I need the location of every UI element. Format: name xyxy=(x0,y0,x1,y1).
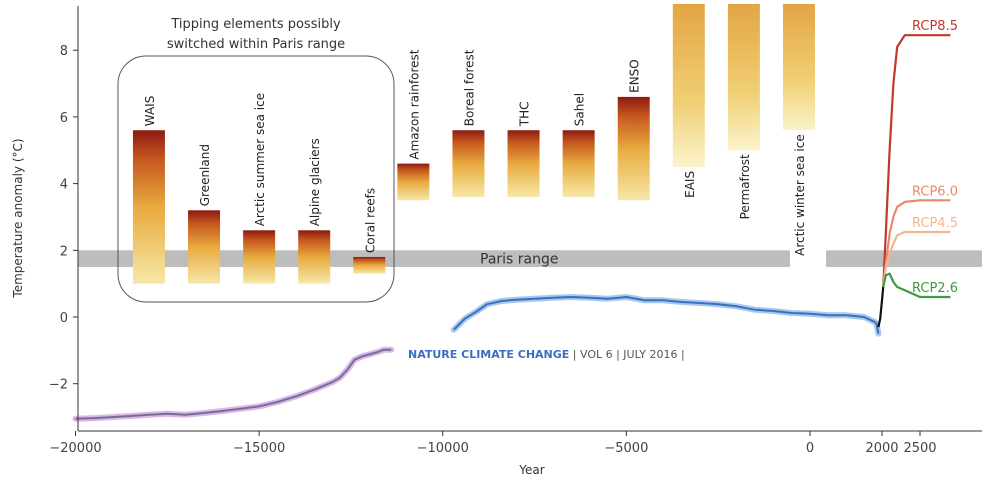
tipping-bar xyxy=(298,230,331,284)
series-halo xyxy=(450,294,882,337)
tipping-box-title: Tipping elements possibly xyxy=(170,17,341,32)
x-tick-label: 0 xyxy=(806,441,814,456)
y-ticks: −2 0 2 4 6 8 xyxy=(49,44,78,393)
rcp-label: RCP6.0 xyxy=(912,184,958,199)
paris-range-label: Paris range xyxy=(480,252,559,268)
y-tick-label: 8 xyxy=(60,44,68,59)
x-tick-label: −5000 xyxy=(604,441,648,456)
x-tick-label: −10000 xyxy=(417,441,469,456)
tipping-element-label: Alpine glaciers xyxy=(308,138,322,226)
source-details: | VOL 6 | JULY 2016 | xyxy=(569,348,684,361)
tipping-element-label: WAIS xyxy=(143,96,157,127)
tipping-bar xyxy=(353,256,386,274)
tipping-element-label: Arctic summer sea ice xyxy=(253,93,267,226)
series-line xyxy=(75,348,392,420)
tipping-bar xyxy=(672,4,705,167)
tipping-element-label: ENSO xyxy=(628,59,642,93)
temperature-series xyxy=(72,34,951,422)
y-tick-label: 2 xyxy=(60,244,68,259)
y-tick-label: 4 xyxy=(60,178,68,193)
tipping-element-label: Coral reefs xyxy=(363,188,377,253)
series-line-rcp8-5 xyxy=(882,34,951,288)
y-tick-label: 6 xyxy=(60,111,68,126)
x-tick-label: −15000 xyxy=(233,441,285,456)
rcp-label: RCP8.5 xyxy=(912,19,958,34)
tipping-bar xyxy=(243,230,276,284)
rcp-labels: RCP8.5 RCP6.0 RCP4.5 RCP2.6 xyxy=(912,19,958,296)
tipping-bar xyxy=(188,210,221,284)
tipping-element-label: EAIS xyxy=(683,171,697,198)
y-tick-label: 0 xyxy=(60,311,68,326)
source-citation-text: NATURE CLIMATE CHANGE | VOL 6 | JULY 201… xyxy=(408,348,685,361)
axes: −20000 −15000 −10000 −5000 0 2000 2500 −2 0 2 4 6 8… xyxy=(11,6,982,477)
y-axis-label: Temperature anomaly (°C) xyxy=(11,138,25,298)
tipping-bar xyxy=(782,4,815,131)
tipping-element-label: Boreal forest xyxy=(462,49,476,126)
paris-range-band xyxy=(826,250,982,267)
y-tick-label: −2 xyxy=(49,378,68,393)
tipping-element-label: THC xyxy=(518,102,532,128)
tipping-element-label: Permafrost xyxy=(738,154,752,219)
tipping-box-title: switched within Paris range xyxy=(167,37,345,52)
tipping-bar xyxy=(507,130,540,197)
source-citation: NATURE CLIMATE CHANGE | VOL 6 | JULY 201… xyxy=(408,348,685,361)
tipping-bar xyxy=(617,96,650,201)
x-axis-label: Year xyxy=(518,463,544,477)
tipping-bar xyxy=(132,130,165,284)
series-line xyxy=(453,296,880,334)
x-tick-label: 2000 xyxy=(865,441,898,456)
tipping-element-label: Arctic winter sea ice xyxy=(793,134,807,256)
series-line-rcp6-0 xyxy=(882,199,951,288)
rcp-label: RCP4.5 xyxy=(912,216,958,231)
tipping-bar xyxy=(562,130,595,197)
rcp-label: RCP2.6 xyxy=(912,281,958,296)
series-line-rcp4-5 xyxy=(882,230,951,288)
tipping-element-label: Greenland xyxy=(198,144,212,206)
tipping-bar xyxy=(452,130,485,197)
tipping-bar xyxy=(727,4,760,151)
tipping-element-label: Amazon rainforest xyxy=(407,49,421,159)
tipping-box-outline xyxy=(117,55,395,303)
x-tick-label: −20000 xyxy=(49,441,101,456)
tipping-elements: WAIS Greenland Arctic summer sea ice Alpine… xyxy=(132,4,815,284)
paris-tipping-box: Tipping elements possibly switched withi… xyxy=(117,17,395,303)
series-line xyxy=(877,286,885,328)
tipping-bar xyxy=(397,163,430,201)
tipping-element-label: Sahel xyxy=(573,93,587,126)
series-line-rcp2-6 xyxy=(882,272,951,299)
x-ticks: −20000 −15000 −10000 −5000 0 2000 2500 xyxy=(49,431,937,456)
source-journal: NATURE CLIMATE CHANGE xyxy=(408,348,569,361)
series-halo xyxy=(72,346,395,422)
x-tick-label: 2500 xyxy=(903,441,936,456)
paris-range-band xyxy=(78,250,790,267)
